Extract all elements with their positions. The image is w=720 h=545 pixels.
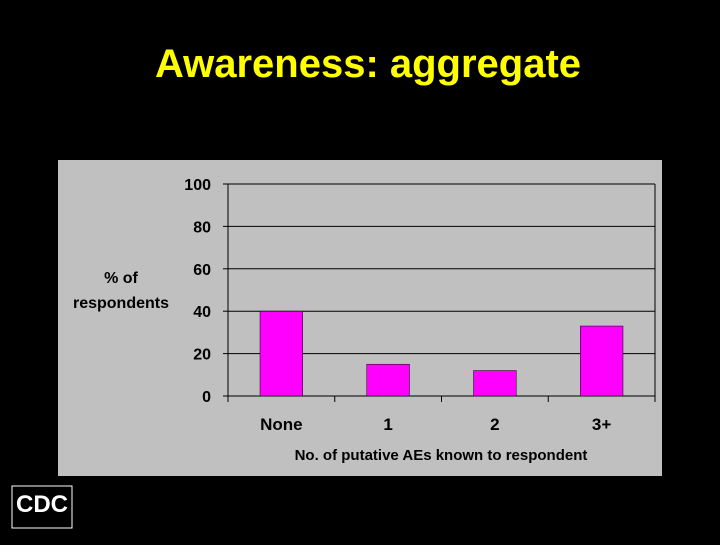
y-axis-label: % of	[104, 270, 138, 287]
y-tick-label: 100	[184, 177, 211, 194]
x-tick-label: 1	[383, 415, 392, 434]
x-tick-label: 3+	[592, 415, 611, 434]
y-axis-label: respondents	[73, 295, 169, 312]
x-tick-label: 2	[490, 415, 499, 434]
chart-panel	[58, 160, 662, 476]
bar	[580, 325, 624, 397]
y-tick-label: 80	[193, 219, 211, 236]
x-axis-label: No. of putative AEs known to respondent	[295, 447, 588, 464]
bar	[366, 363, 410, 397]
logo-frame	[11, 485, 73, 529]
y-tick-label: 0	[202, 389, 211, 406]
x-tick-label: None	[260, 415, 303, 434]
slide-title: Awareness: aggregate	[155, 42, 581, 86]
y-tick-label: 20	[193, 347, 211, 364]
logo: CDC	[11, 485, 73, 529]
logo-text: CDC	[16, 491, 68, 518]
y-tick-label: 40	[193, 304, 211, 321]
bar	[473, 370, 517, 397]
bar	[259, 310, 303, 397]
y-tick-label: 60	[193, 262, 211, 279]
